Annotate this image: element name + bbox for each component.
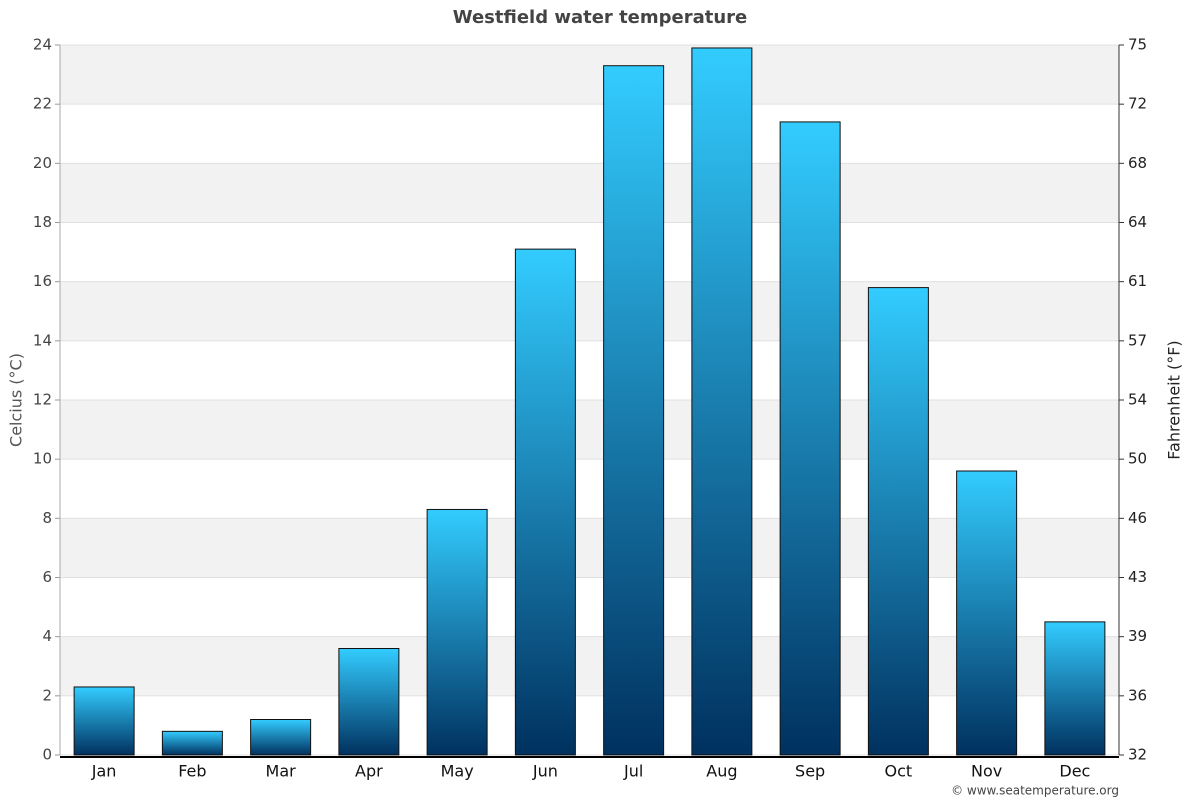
bar xyxy=(73,686,135,756)
y-tick-label: 16 xyxy=(33,272,52,290)
y2-axis-title: Fahrenheit (°F) xyxy=(1165,340,1184,459)
y-tick-label: 18 xyxy=(33,213,52,231)
y2-tick-label: 32 xyxy=(1128,746,1147,764)
y-tick-label: 20 xyxy=(33,154,52,172)
y-tick-label: 22 xyxy=(33,95,52,113)
x-tick-label: Sep xyxy=(795,762,825,781)
bar xyxy=(867,287,929,756)
bar xyxy=(250,719,312,756)
y2-tick-label: 54 xyxy=(1128,391,1147,409)
x-tick-label: Mar xyxy=(266,762,297,781)
y2-tick-label: 75 xyxy=(1128,36,1147,54)
bar xyxy=(338,648,400,756)
y-tick-label: 4 xyxy=(42,627,52,645)
y-tick-label: 2 xyxy=(42,686,52,704)
y-tick-label: 8 xyxy=(42,509,52,527)
x-tick-label: Jul xyxy=(623,762,643,781)
credit: © www.seatemperature.org xyxy=(951,784,1119,798)
y-tick-label: 14 xyxy=(33,331,52,349)
chart-title: Westfield water temperature xyxy=(453,7,748,28)
y2-tick-label: 36 xyxy=(1128,686,1147,704)
grid-band xyxy=(60,636,1119,696)
bar xyxy=(161,730,223,756)
x-tick-label: Oct xyxy=(885,762,913,781)
x-tick-label: Nov xyxy=(971,762,1002,781)
bar xyxy=(603,65,665,756)
y2-tick-label: 46 xyxy=(1128,509,1147,527)
bar xyxy=(779,121,841,756)
y2-tick-label: 64 xyxy=(1128,213,1147,231)
bar xyxy=(1044,621,1106,756)
y-tick-label: 0 xyxy=(42,746,52,764)
x-tick-label: Aug xyxy=(706,762,737,781)
bar xyxy=(691,47,753,756)
grid-band xyxy=(60,400,1119,460)
x-tick-label: Apr xyxy=(355,762,383,781)
y-tick-label: 10 xyxy=(33,450,52,468)
bar xyxy=(426,508,488,756)
x-tick-label: Jun xyxy=(532,762,558,781)
grid-band xyxy=(60,518,1119,578)
x-tick-label: Dec xyxy=(1059,762,1090,781)
grid-band xyxy=(60,163,1119,223)
bar xyxy=(514,248,576,756)
y2-tick-label: 39 xyxy=(1128,627,1147,645)
y2-tick-label: 61 xyxy=(1128,272,1147,290)
y2-tick-label: 68 xyxy=(1128,154,1147,172)
y2-tick-label: 50 xyxy=(1128,450,1147,468)
grid-band xyxy=(60,45,1119,105)
y-tick-label: 24 xyxy=(33,36,52,54)
grid-band xyxy=(60,281,1119,341)
y2-tick-label: 43 xyxy=(1128,568,1147,586)
x-tick-label: May xyxy=(441,762,474,781)
x-tick-label: Jan xyxy=(91,762,117,781)
y-tick-label: 6 xyxy=(42,568,52,586)
bar xyxy=(956,470,1018,756)
y-axis-title: Celcius (°C) xyxy=(7,353,26,447)
y2-tick-label: 57 xyxy=(1128,331,1147,349)
y-tick-label: 12 xyxy=(33,391,52,409)
y2-tick-label: 72 xyxy=(1128,95,1147,113)
x-tick-label: Feb xyxy=(178,762,206,781)
